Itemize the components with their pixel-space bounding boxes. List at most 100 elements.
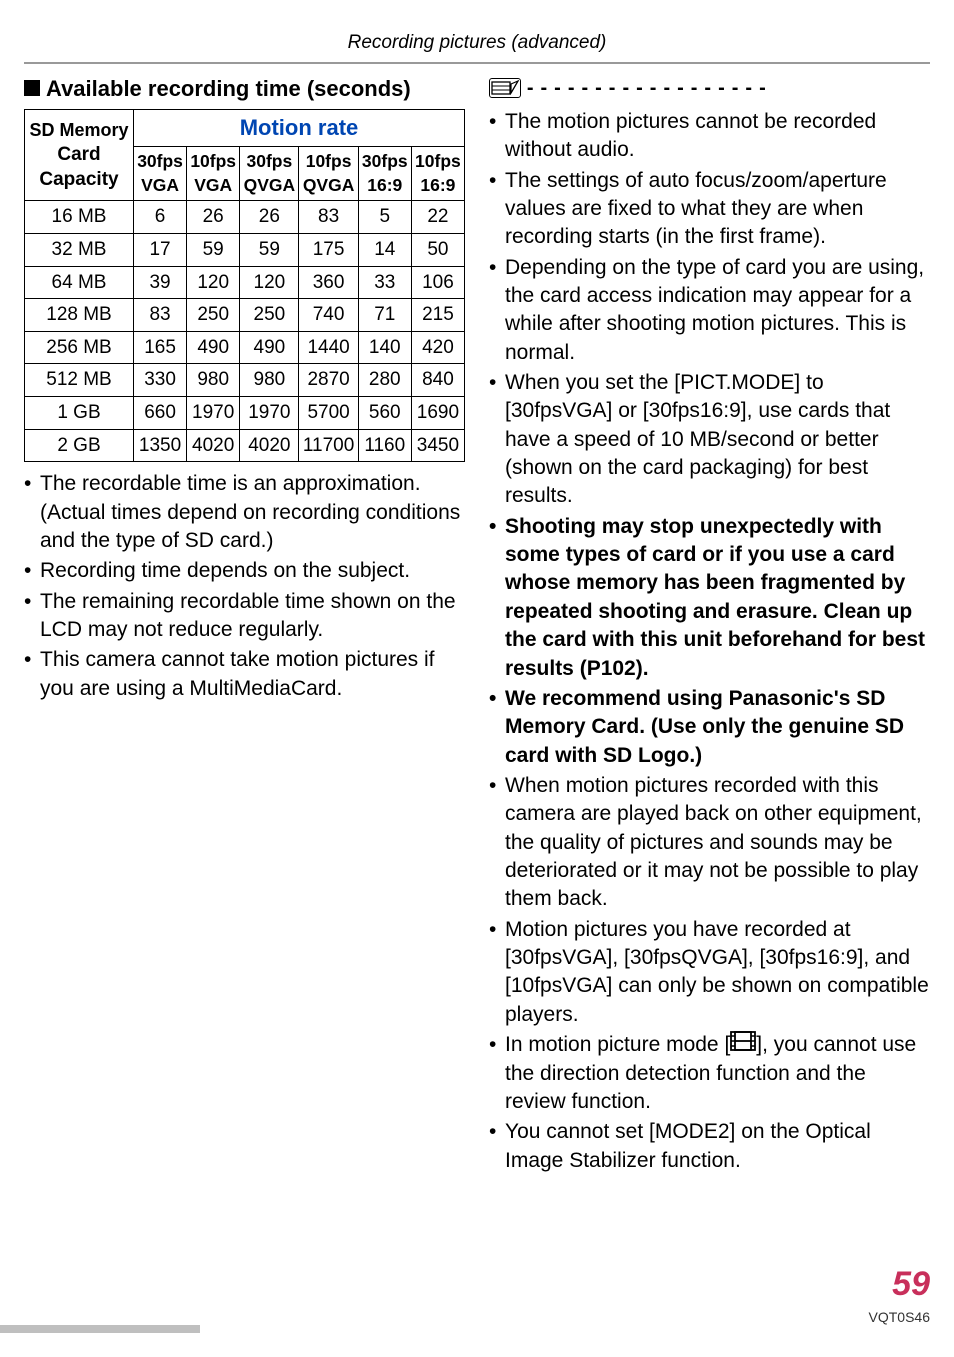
th-sd-capacity: SD Memory Card Capacity: [25, 110, 134, 201]
cell-value: 840: [411, 364, 464, 397]
cell-value: 26: [187, 201, 240, 234]
cell-value: 14: [358, 233, 411, 266]
cell-value: 26: [240, 201, 299, 234]
table-row: 16 MB6262683522: [25, 201, 465, 234]
page-number: 59: [869, 1262, 930, 1308]
cell-value: 165: [133, 331, 186, 364]
cell-value: 120: [240, 266, 299, 299]
table-col-header: 30fpsQVGA: [240, 147, 299, 201]
cell-value: 660: [133, 397, 186, 430]
cell-value: 39: [133, 266, 186, 299]
cell-value: 490: [240, 331, 299, 364]
section-title: Available recording time (seconds): [24, 74, 465, 104]
table-col-header: 30fpsVGA: [133, 147, 186, 201]
list-item: The recordable time is an approximation.…: [24, 470, 465, 555]
th-sd-l1: SD Memory: [27, 118, 131, 142]
list-item: When you set the [PICT.MODE] to [30fpsVG…: [489, 369, 930, 511]
row-capacity: 1 GB: [25, 397, 134, 430]
cell-value: 59: [240, 233, 299, 266]
th-sd-l3: Capacity: [27, 167, 131, 193]
cell-value: 280: [358, 364, 411, 397]
table-row: 64 MB3912012036033106: [25, 266, 465, 299]
cell-value: 83: [299, 201, 358, 234]
cell-value: 6: [133, 201, 186, 234]
table-row: 32 MB1759591751450: [25, 233, 465, 266]
list-item: We recommend using Panasonic's SD Memory…: [489, 685, 930, 770]
cell-value: 330: [133, 364, 186, 397]
th-motion-rate: Motion rate: [133, 110, 464, 147]
left-column: Available recording time (seconds) SD Me…: [24, 74, 465, 1177]
list-item: This camera cannot take motion pictures …: [24, 646, 465, 703]
right-column: ------------------ The motion pictures c…: [489, 74, 930, 1177]
notes-icon: [489, 78, 521, 98]
cell-value: 175: [299, 233, 358, 266]
cell-value: 120: [187, 266, 240, 299]
row-capacity: 128 MB: [25, 299, 134, 332]
list-item: When motion pictures recorded with this …: [489, 772, 930, 914]
footer-bar: [0, 1325, 200, 1333]
cell-value: 215: [411, 299, 464, 332]
table-col-header: 10fps16:9: [411, 147, 464, 201]
cell-value: 980: [240, 364, 299, 397]
cell-value: 140: [358, 331, 411, 364]
cell-value: 1970: [240, 397, 299, 430]
list-item: Motion pictures you have recorded at [30…: [489, 916, 930, 1029]
cell-value: 1160: [358, 429, 411, 462]
table-row: 512 MB3309809802870280840: [25, 364, 465, 397]
notes-header: ------------------: [489, 74, 930, 102]
row-capacity: 512 MB: [25, 364, 134, 397]
page-header: Recording pictures (advanced): [0, 0, 954, 62]
cell-value: 740: [299, 299, 358, 332]
cell-value: 83: [133, 299, 186, 332]
cell-value: 420: [411, 331, 464, 364]
cell-value: 59: [187, 233, 240, 266]
cell-value: 5700: [299, 397, 358, 430]
cell-value: 1440: [299, 331, 358, 364]
table-col-header: 30fps16:9: [358, 147, 411, 201]
recording-time-table: SD Memory Card Capacity Motion rate 30fp…: [24, 109, 465, 462]
row-capacity: 32 MB: [25, 233, 134, 266]
th-sd-l2: Card: [27, 142, 131, 168]
table-row: 128 MB8325025074071215: [25, 299, 465, 332]
cell-value: 106: [411, 266, 464, 299]
cell-value: 360: [299, 266, 358, 299]
cell-value: 490: [187, 331, 240, 364]
cell-value: 250: [187, 299, 240, 332]
table-col-header: 10fpsQVGA: [299, 147, 358, 201]
cell-value: 980: [187, 364, 240, 397]
cell-value: 22: [411, 201, 464, 234]
table-col-header: 10fpsVGA: [187, 147, 240, 201]
cell-value: 3450: [411, 429, 464, 462]
cell-value: 5: [358, 201, 411, 234]
cell-value: 4020: [187, 429, 240, 462]
cell-value: 71: [358, 299, 411, 332]
list-item: The settings of auto focus/zoom/aperture…: [489, 167, 930, 252]
doc-id: VQT0S46: [869, 1308, 930, 1327]
list-item: You cannot set [MODE2] on the Optical Im…: [489, 1118, 930, 1175]
cell-value: 1350: [133, 429, 186, 462]
row-capacity: 16 MB: [25, 201, 134, 234]
cell-value: 17: [133, 233, 186, 266]
list-item: Depending on the type of card you are us…: [489, 254, 930, 367]
cell-value: 560: [358, 397, 411, 430]
cell-value: 50: [411, 233, 464, 266]
cell-value: 1970: [187, 397, 240, 430]
table-row: 256 MB1654904901440140420: [25, 331, 465, 364]
list-item: The motion pictures cannot be recorded w…: [489, 108, 930, 165]
cell-value: 4020: [240, 429, 299, 462]
header-rule: [24, 62, 930, 64]
right-bullets: The motion pictures cannot be recorded w…: [489, 108, 930, 1175]
section-title-text: Available recording time (seconds): [46, 74, 411, 104]
table-row: 1 GB6601970197057005601690: [25, 397, 465, 430]
cell-value: 33: [358, 266, 411, 299]
cell-value: 250: [240, 299, 299, 332]
list-item: Shooting may stop unexpectedly with some…: [489, 513, 930, 683]
left-bullets: The recordable time is an approximation.…: [24, 470, 465, 703]
film-icon: [730, 1031, 756, 1059]
footer: 59 VQT0S46: [869, 1262, 930, 1327]
list-item: The remaining recordable time shown on t…: [24, 588, 465, 645]
table-row: 2 GB1350402040201170011603450: [25, 429, 465, 462]
list-item: Recording time depends on the subject.: [24, 557, 465, 585]
dashes: ------------------: [527, 75, 773, 102]
cell-value: 11700: [299, 429, 358, 462]
